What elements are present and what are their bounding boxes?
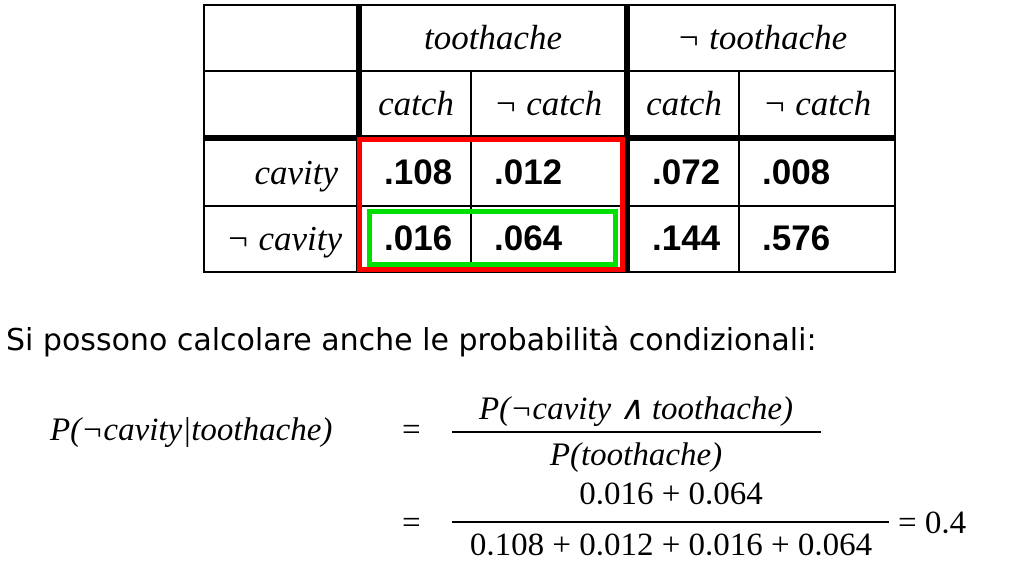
table-line-v2-thick (624, 4, 630, 273)
table-line-v4 (738, 70, 740, 273)
explanation-sentence: Si possono calcolare anche le probabilit… (6, 323, 817, 358)
cell-notcavity-toothache-notcatch: .064 (494, 219, 563, 258)
row-label-not-cavity: ¬ cavity (226, 219, 342, 258)
formula-numerator-1: P(¬cavity ∧ toothache) (479, 391, 793, 427)
formula-lhs: P(¬cavity|toothache) (50, 412, 333, 448)
cell-cavity-toothache-notcatch: .012 (494, 153, 563, 192)
cell-cavity-nottoothache-catch: .072 (652, 153, 721, 192)
formula-denominator-1: P(toothache) (549, 437, 723, 473)
formula-equals-1: = (402, 412, 421, 448)
table-border-top (203, 4, 896, 6)
header-toothache: toothache (423, 18, 563, 57)
subheader-catch-1: catch (378, 83, 454, 123)
table-line-h3 (203, 205, 896, 207)
highlight-not-cavity-toothache (367, 209, 618, 267)
formula-equals-2: = (402, 505, 421, 541)
table-line-h1 (203, 70, 896, 72)
formula-numerator-2: 0.016 + 0.064 (579, 476, 763, 512)
cell-cavity-toothache-catch: .108 (384, 153, 453, 192)
header-not-toothache: ¬ toothache (676, 18, 848, 57)
fraction-bar-1 (452, 431, 821, 433)
table-border-bottom (203, 271, 896, 273)
highlight-toothache-region (357, 137, 625, 272)
row-label-cavity: cavity (254, 153, 338, 192)
cell-cavity-nottoothache-notcatch: .008 (762, 153, 831, 192)
formula-denominator-2: 0.108 + 0.012 + 0.016 + 0.064 (469, 527, 873, 563)
subheader-not-catch-1: ¬ catch (493, 83, 603, 123)
subheader-not-catch-2: ¬ catch (762, 83, 872, 123)
subheader-catch-2: catch (646, 83, 722, 123)
cell-notcavity-nottoothache-notcatch: .576 (762, 219, 831, 258)
fraction-bar-2 (452, 521, 889, 523)
cell-notcavity-nottoothache-catch: .144 (652, 219, 721, 258)
cell-notcavity-toothache-catch: .016 (384, 219, 453, 258)
table-line-v3 (470, 70, 472, 273)
formula-result: = 0.4 (898, 505, 967, 541)
